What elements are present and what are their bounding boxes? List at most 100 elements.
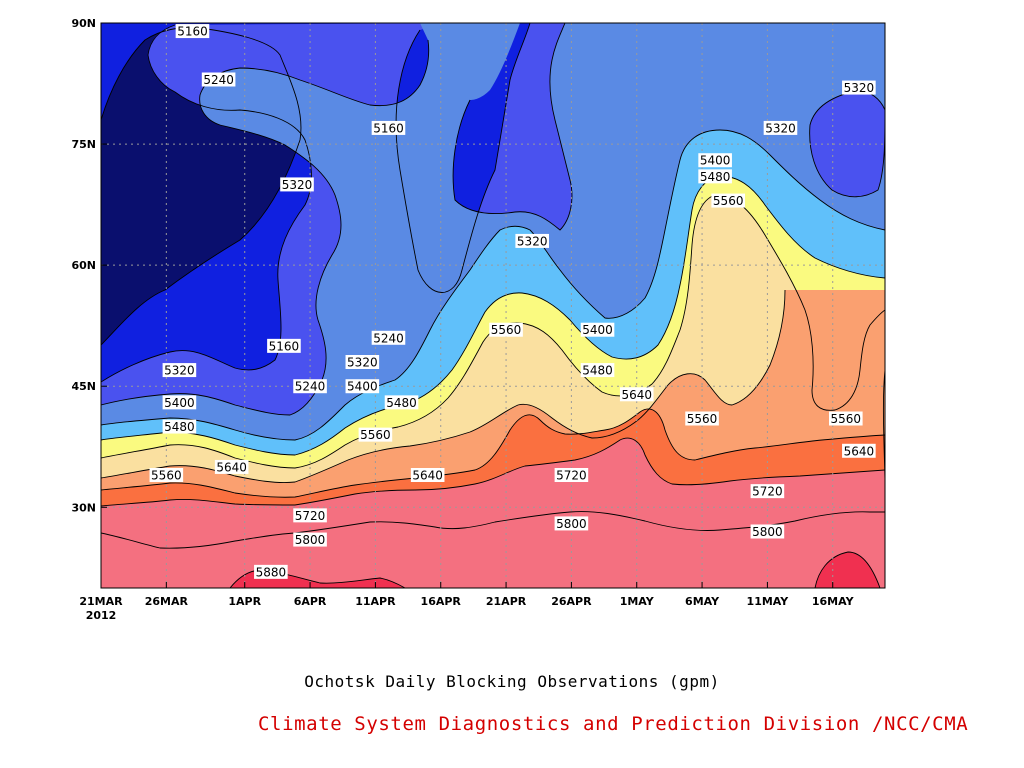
contour-label-text: 5560 [491, 323, 522, 337]
band-5880 [101, 511, 885, 588]
contour-label-box [698, 169, 732, 184]
contour-label-4: 5320 [842, 80, 876, 95]
contour-label-30: 5720 [554, 468, 589, 483]
contour-label-box [371, 120, 406, 135]
contour-label-box [750, 524, 785, 539]
contour-label-2: 5160 [371, 120, 406, 135]
contour-label-25: 5560 [358, 427, 393, 442]
credit-line: Climate System Diagnostics and Predictio… [258, 713, 969, 735]
contour-label-8: 5320 [280, 177, 314, 192]
chart-title: Ochotsk Daily Blocking Observations (gpm… [304, 672, 720, 691]
contour-label-box [162, 419, 197, 434]
contour-label-36: 5880 [254, 564, 288, 579]
contour-label-text: 5720 [752, 485, 783, 499]
contour-label-22: 5560 [829, 411, 863, 426]
contour-label-box [619, 387, 654, 402]
contour-label-text: 5640 [216, 460, 247, 474]
x-tick-label-2: 1APR [228, 595, 261, 608]
contour-label-text: 5640 [621, 388, 652, 402]
contour-label-box [829, 411, 863, 426]
contour-label-27: 5640 [214, 459, 249, 474]
contour-label-26: 5640 [842, 443, 876, 458]
contour-label-box [345, 379, 380, 394]
contour-label-text: 5640 [844, 444, 875, 458]
contour-label-text: 5400 [700, 154, 731, 168]
contour-label-text: 5240 [373, 331, 404, 345]
x-tick-label-5: 16APR [421, 595, 462, 608]
x-tick-label-1: 26MAR [145, 595, 189, 608]
contour-label-box [214, 459, 249, 474]
contour-label-text: 5480 [164, 420, 195, 434]
x-tick-label-11: 16MAY [812, 595, 855, 608]
contour-label-box [384, 395, 419, 410]
contour-label-12: 5560 [489, 322, 523, 337]
contour-label-text: 5400 [164, 396, 195, 410]
contour-label-text: 5320 [347, 356, 378, 370]
contour-label-box [685, 411, 719, 426]
contour-label-text: 5320 [844, 81, 875, 95]
contour-label-0: 5160 [175, 24, 210, 39]
contour-label-text: 5240 [203, 73, 234, 87]
contour-label-23: 5560 [685, 411, 719, 426]
band-above-5880-right [815, 552, 880, 588]
contour-label-box [345, 355, 380, 369]
y-tick-label-0: 30N [71, 501, 96, 514]
contour-label-text: 5800 [556, 517, 587, 531]
contour-label-text: 5560 [713, 194, 744, 208]
contour-label-text: 5480 [700, 170, 731, 184]
plot-frame [100, 22, 886, 589]
x-tick-label-8: 1MAY [620, 595, 655, 608]
contour-label-box [293, 379, 327, 394]
contour-label-29: 5560 [149, 468, 184, 483]
contour-labels: 5160 5240 5160 5320 5320 5400 5480 5560 5320 5320… [149, 24, 876, 579]
contour-label-box [162, 395, 197, 410]
contour-label-text: 5160 [373, 121, 404, 135]
contour-label-text: 5560 [687, 412, 718, 426]
contour-label-box [410, 468, 445, 482]
contour-label-box [149, 468, 184, 482]
contour-label-box [698, 153, 732, 168]
contour-label-text: 5720 [295, 509, 326, 523]
contour-label-box [293, 508, 327, 523]
gridlines [101, 23, 885, 588]
contour-label-text: 5560 [360, 428, 391, 442]
contour-label-box [554, 468, 589, 482]
contour-label-33: 5800 [293, 532, 327, 547]
contour-label-box [515, 233, 549, 248]
contour-label-box [175, 24, 210, 39]
contour-label-box [554, 516, 589, 531]
contour-label-18: 5400 [345, 379, 380, 394]
contour-label-15: 5320 [162, 363, 197, 378]
contour-label-box [711, 193, 745, 208]
y-tick-label-1: 45N [71, 380, 96, 393]
contour-label-text: 5320 [517, 234, 548, 248]
x-tick-label-4: 11APR [355, 595, 396, 608]
contour-label-text: 5560 [831, 412, 862, 426]
contour-label-box [580, 363, 615, 378]
contour-label-text: 5640 [412, 469, 443, 483]
contour-label-box [842, 443, 876, 458]
contour-label-32: 5720 [293, 508, 327, 523]
contour-label-17: 5240 [293, 379, 327, 394]
contour-label-6: 5480 [698, 169, 732, 184]
contour-label-31: 5720 [750, 484, 785, 499]
contour-label-box [842, 80, 876, 95]
contour-label-5: 5400 [698, 153, 732, 168]
contour-label-box [254, 564, 288, 579]
x-tick-label-6: 21APR [486, 595, 527, 608]
contour-label-text: 5800 [752, 525, 783, 539]
contour-label-text: 5320 [282, 178, 313, 192]
contour-label-10: 5240 [371, 330, 406, 345]
contour-label-text: 5880 [256, 565, 287, 579]
contour-label-text: 5160 [177, 25, 208, 39]
contour-label-text: 5800 [295, 533, 326, 547]
x-tick-label-0: 21MAR [79, 595, 123, 608]
contour-label-box [371, 330, 406, 345]
contour-label-24: 5480 [162, 419, 197, 434]
contour-label-box [280, 177, 314, 192]
y-tick-label-4: 90N [71, 17, 96, 30]
contour-label-box [162, 363, 197, 378]
contour-label-text: 5400 [347, 380, 378, 394]
contour-label-1: 5240 [201, 72, 236, 87]
